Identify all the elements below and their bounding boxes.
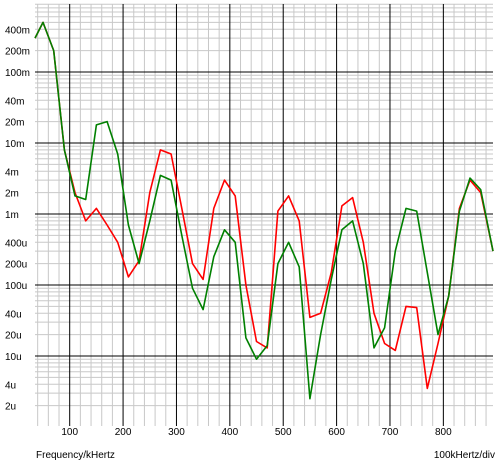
y-tick-label: 40m [5, 96, 24, 107]
series-line-red [34, 21, 494, 390]
x-tick-label: 700 [382, 427, 399, 438]
y-tick-label: 1m [5, 210, 19, 221]
y-tick-label: 4u [5, 380, 16, 391]
x-tick-label: 400 [221, 427, 238, 438]
series-line-green [34, 21, 494, 400]
y-tick-labels: 400m 200m 100m 40m 20m 10m 4m 2m 1m 400u 200u 100u 4… [5, 25, 30, 412]
major-grid [35, 4, 493, 426]
y-tick-label: 10u [5, 352, 22, 363]
y-tick-label: 2m [5, 189, 19, 200]
x-tick-label: 200 [115, 427, 132, 438]
y-tick-label: 400u [5, 238, 27, 249]
x-tick-label: 300 [168, 427, 185, 438]
x-tick-labels: 100 200 300 400 500 600 700 800 [61, 427, 452, 438]
y-tick-label: 400m [5, 25, 30, 36]
x-tick-label: 100 [61, 427, 78, 438]
y-tick-label: 2u [5, 402, 16, 413]
y-tick-label: 200m [5, 47, 30, 58]
x-scale-label: 100kHertz/div [434, 450, 495, 461]
y-tick-label: 20u [5, 331, 22, 342]
x-tick-label: 500 [275, 427, 292, 438]
y-tick-label: 100u [5, 281, 27, 292]
y-tick-label: 200u [5, 260, 27, 271]
y-tick-label: 4m [5, 167, 19, 178]
minor-grid [35, 3, 493, 426]
y-tick-label: 40u [5, 309, 22, 320]
x-tick-label: 600 [328, 427, 345, 438]
y-tick-label: 20m [5, 118, 24, 129]
y-tick-label: 10m [5, 139, 24, 150]
x-tick-label: 800 [435, 427, 452, 438]
series-group [34, 21, 494, 400]
x-axis-label: Frequency/kHertz [36, 450, 115, 461]
y-tick-label: 100m [5, 68, 30, 79]
